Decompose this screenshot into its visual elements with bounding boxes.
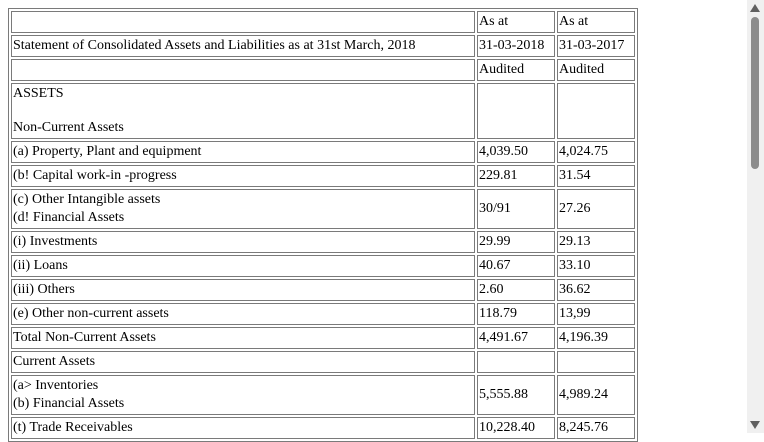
value-2018: 40.67 [477,255,555,277]
value-2018: 30/91 [477,189,555,229]
col-2018-status: Audited [477,59,555,81]
value-2018: 2.60 [477,279,555,301]
scroll-up-arrow-icon[interactable] [750,4,760,12]
table-row: (t) Trade Receivables 10,228.40 8,245.76 [11,417,635,439]
empty-value-cell [477,83,555,139]
value-2017 [557,351,635,373]
table-row: (i) Investments 29.99 29.13 [11,231,635,253]
table-row: (e) Other non-current assets 118.79 13,9… [11,303,635,325]
value-2017: 33.10 [557,255,635,277]
row-label-double: (a> Inventories (b) Financial Assets [11,375,475,415]
vertical-scrollbar[interactable] [747,0,764,433]
value-2017: 4,196.39 [557,327,635,349]
value-2018: 4,039.50 [477,141,555,163]
col-2018-date: 31-03-2018 [477,35,555,57]
row-label: (a> Inventories [13,378,99,393]
consolidated-statement-table: As at As at Statement of Consolidated As… [8,8,638,442]
table-row: Current Assets [11,351,635,373]
table-row: Audited Audited [11,59,635,81]
row-label: (i) Investments [11,231,475,253]
table-row: (a) Property, Plant and equipment 4,039.… [11,141,635,163]
row-label: (c) Other Intangible assets [13,192,161,207]
table-row: (c) Other Intangible assets (d! Financia… [11,189,635,229]
row-label: Total Non-Current Assets [11,327,475,349]
value-2018: 4,491.67 [477,327,555,349]
value-2017: 13,99 [557,303,635,325]
row-label: (a) Property, Plant and equipment [11,141,475,163]
value-2018: 229.81 [477,165,555,187]
col-2017-as-at: As at [557,11,635,33]
table-row: (iii) Others 2.60 36.62 [11,279,635,301]
assets-section-cell: ASSETS Non-Current Assets [11,83,475,139]
value-2018: 10,228.40 [477,417,555,439]
row-label: (b) Financial Assets [13,396,125,411]
row-label: (e) Other non-current assets [11,303,475,325]
table-row: Statement of Consolidated Assets and Lia… [11,35,635,57]
value-2017: 29.13 [557,231,635,253]
row-label: (b! Capital work-in -progress [11,165,475,187]
value-2017: 4,989.24 [557,375,635,415]
row-label: (iii) Others [11,279,475,301]
scroll-down-arrow-icon[interactable] [750,421,760,429]
table-row: Total Non-Current Assets 4,491.67 4,196.… [11,327,635,349]
value-2018: 29.99 [477,231,555,253]
value-2018: 118.79 [477,303,555,325]
row-label: Current Assets [11,351,475,373]
table-row: (b! Capital work-in -progress 229.81 31.… [11,165,635,187]
row-label-double: (c) Other Intangible assets (d! Financia… [11,189,475,229]
value-2017: 4,024.75 [557,141,635,163]
non-current-assets-heading: Non-Current Assets [13,120,124,135]
table-row: (a> Inventories (b) Financial Assets 5,5… [11,375,635,415]
col-2018-as-at: As at [477,11,555,33]
row-label: (t) Trade Receivables [11,417,475,439]
value-2018: 5,555.88 [477,375,555,415]
value-2018 [477,351,555,373]
statement-title: Statement of Consolidated Assets and Lia… [11,35,475,57]
value-2017: 8,245.76 [557,417,635,439]
col-2017-status: Audited [557,59,635,81]
table-row: ASSETS Non-Current Assets [11,83,635,139]
value-2017: 31.54 [557,165,635,187]
col-2017-date: 31-03-2017 [557,35,635,57]
assets-heading: ASSETS [13,86,64,101]
header-blank-cell [11,59,475,81]
row-label: (ii) Loans [11,255,475,277]
document-page: As at As at Statement of Consolidated As… [8,8,638,442]
table-row: (ii) Loans 40.67 33.10 [11,255,635,277]
row-label: (d! Financial Assets [13,210,125,225]
header-blank-cell [11,11,475,33]
table-row: As at As at [11,11,635,33]
value-2017: 27.26 [557,189,635,229]
value-2017: 36.62 [557,279,635,301]
scrollbar-thumb[interactable] [751,17,759,169]
empty-value-cell [557,83,635,139]
